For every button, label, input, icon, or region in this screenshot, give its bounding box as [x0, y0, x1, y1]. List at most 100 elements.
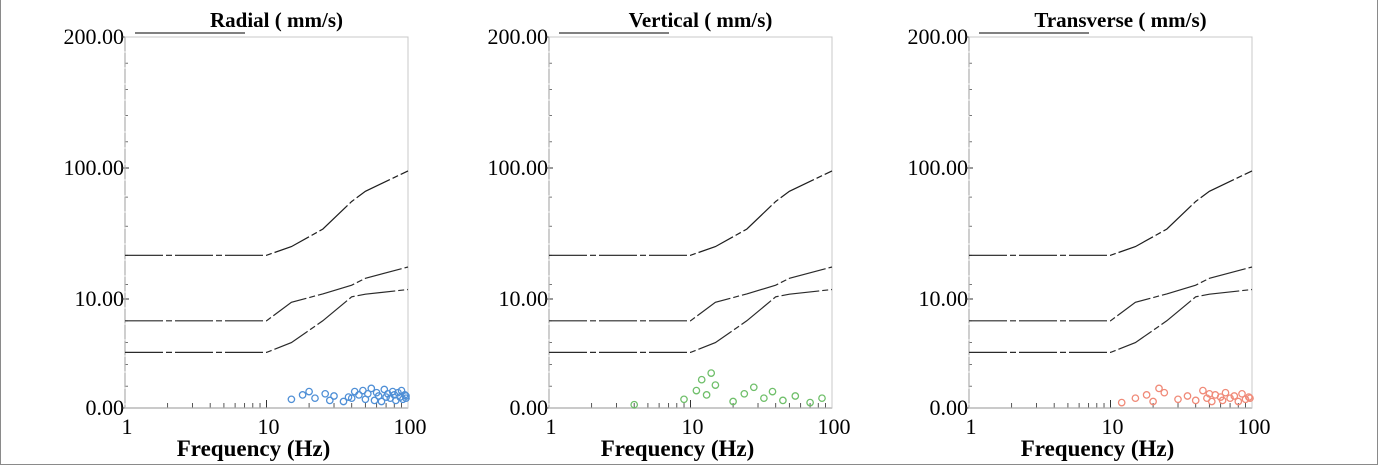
data-point	[370, 396, 379, 405]
x-tick-label: 10	[1102, 414, 1124, 439]
data-point	[1238, 389, 1246, 398]
y-tick-label: 10.00	[499, 286, 549, 311]
data-point	[729, 397, 737, 406]
data-point	[707, 369, 716, 377]
data-point	[339, 397, 348, 406]
data-point	[1244, 393, 1253, 401]
limit-curve	[125, 288, 409, 353]
data-point	[377, 397, 386, 406]
limit-curve	[969, 266, 1253, 322]
limit-curves	[969, 170, 1253, 353]
data-point	[1221, 388, 1230, 397]
data-point	[311, 394, 319, 403]
data-point	[330, 392, 338, 400]
chart-title: Transverse ( mm/s)	[1034, 8, 1206, 32]
data-point	[1191, 396, 1200, 405]
data-point	[321, 389, 330, 398]
y-tick-label: 10.00	[75, 286, 125, 311]
limit-curve	[969, 170, 1253, 256]
x-tick-label: 100	[818, 414, 851, 439]
limit-curve	[549, 266, 833, 322]
tick-layer: 0.00 10.00 100.00 200.00 1 10 100	[64, 24, 427, 439]
data-point	[702, 391, 711, 399]
data-point	[697, 375, 706, 384]
data-point	[768, 387, 777, 396]
limit-curves	[549, 170, 833, 353]
y-tick-label: 200.00	[908, 24, 969, 49]
y-tick-label: 0.00	[930, 395, 969, 420]
limit-curve	[125, 170, 409, 256]
x-tick-label: 10	[682, 414, 704, 439]
tick-layer: 0.00 10.00 100.00 200.00 1 10 100	[488, 24, 851, 439]
y-tick-label: 200.00	[488, 24, 549, 49]
limit-curve	[969, 288, 1253, 353]
y-tick-label: 100.00	[908, 155, 969, 180]
x-axis-label: Frequency (Hz)	[1021, 436, 1175, 461]
data-point	[680, 395, 688, 404]
limit-curves	[125, 170, 409, 353]
data-point	[1142, 391, 1151, 399]
data-point	[749, 383, 758, 392]
data-point	[630, 400, 639, 409]
x-tick-label: 1	[546, 414, 557, 439]
data-point	[355, 391, 363, 399]
transverse-panel: Transverse ( mm/s) 0.00 10.00 100.00 200.00…	[908, 8, 1271, 461]
data-point	[791, 392, 800, 400]
x-tick-label: 100	[394, 414, 427, 439]
data-point	[1207, 397, 1216, 406]
plot-area	[124, 36, 409, 409]
data-point	[1160, 388, 1169, 397]
data-point	[402, 394, 410, 403]
data-point	[692, 386, 701, 395]
data-point	[367, 384, 376, 393]
data-point	[380, 385, 389, 394]
limit-curve	[549, 288, 833, 353]
data-point	[1226, 394, 1234, 403]
y-tick-label: 0.00	[86, 395, 125, 420]
data-point	[806, 398, 814, 407]
x-tick-label: 100	[1238, 414, 1271, 439]
data-point	[1234, 397, 1243, 406]
tick-layer: 0.00 10.00 100.00 200.00 1 10 100	[908, 24, 1271, 439]
data-points	[287, 384, 410, 406]
y-tick-label: 0.00	[510, 395, 549, 420]
data-point	[325, 396, 334, 405]
y-tick-label: 100.00	[64, 155, 125, 180]
data-point	[818, 394, 826, 403]
vertical-panel: Vertical ( mm/s) 0.00 10.00 100.00 200.00 1 1…	[488, 8, 851, 461]
data-point	[347, 394, 356, 403]
data-point	[1149, 397, 1157, 406]
limit-curve	[549, 170, 833, 256]
plot-area	[548, 36, 833, 409]
data-point	[711, 381, 720, 389]
x-axis-label: Frequency (Hz)	[177, 436, 331, 461]
data-points	[630, 369, 826, 409]
data-point	[287, 395, 296, 404]
y-tick-label: 200.00	[64, 24, 125, 49]
data-point	[1117, 398, 1126, 407]
x-tick-label: 10	[258, 414, 280, 439]
data-point	[1230, 392, 1239, 400]
data-point	[740, 389, 749, 398]
data-point	[1131, 394, 1140, 403]
data-point	[1246, 394, 1254, 403]
data-points	[1117, 384, 1254, 407]
x-tick-label: 1	[966, 414, 977, 439]
y-tick-label: 10.00	[919, 286, 969, 311]
chart-title: Radial ( mm/s)	[210, 8, 343, 32]
y-tick-label: 100.00	[488, 155, 549, 180]
data-point	[1174, 395, 1182, 404]
limit-curve	[125, 266, 409, 322]
x-axis-label: Frequency (Hz)	[601, 436, 755, 461]
x-tick-label: 1	[122, 414, 133, 439]
data-point	[363, 389, 372, 398]
data-point	[305, 387, 313, 396]
data-point	[400, 391, 409, 399]
chart-title: Vertical ( mm/s)	[629, 8, 773, 32]
radial-panel: Radial ( mm/s) 0.00 10.00 100.00 200.00 1 10 1…	[64, 8, 427, 461]
data-point	[298, 391, 307, 399]
data-point	[779, 396, 787, 405]
data-point	[1218, 396, 1227, 405]
data-point	[1199, 386, 1207, 395]
